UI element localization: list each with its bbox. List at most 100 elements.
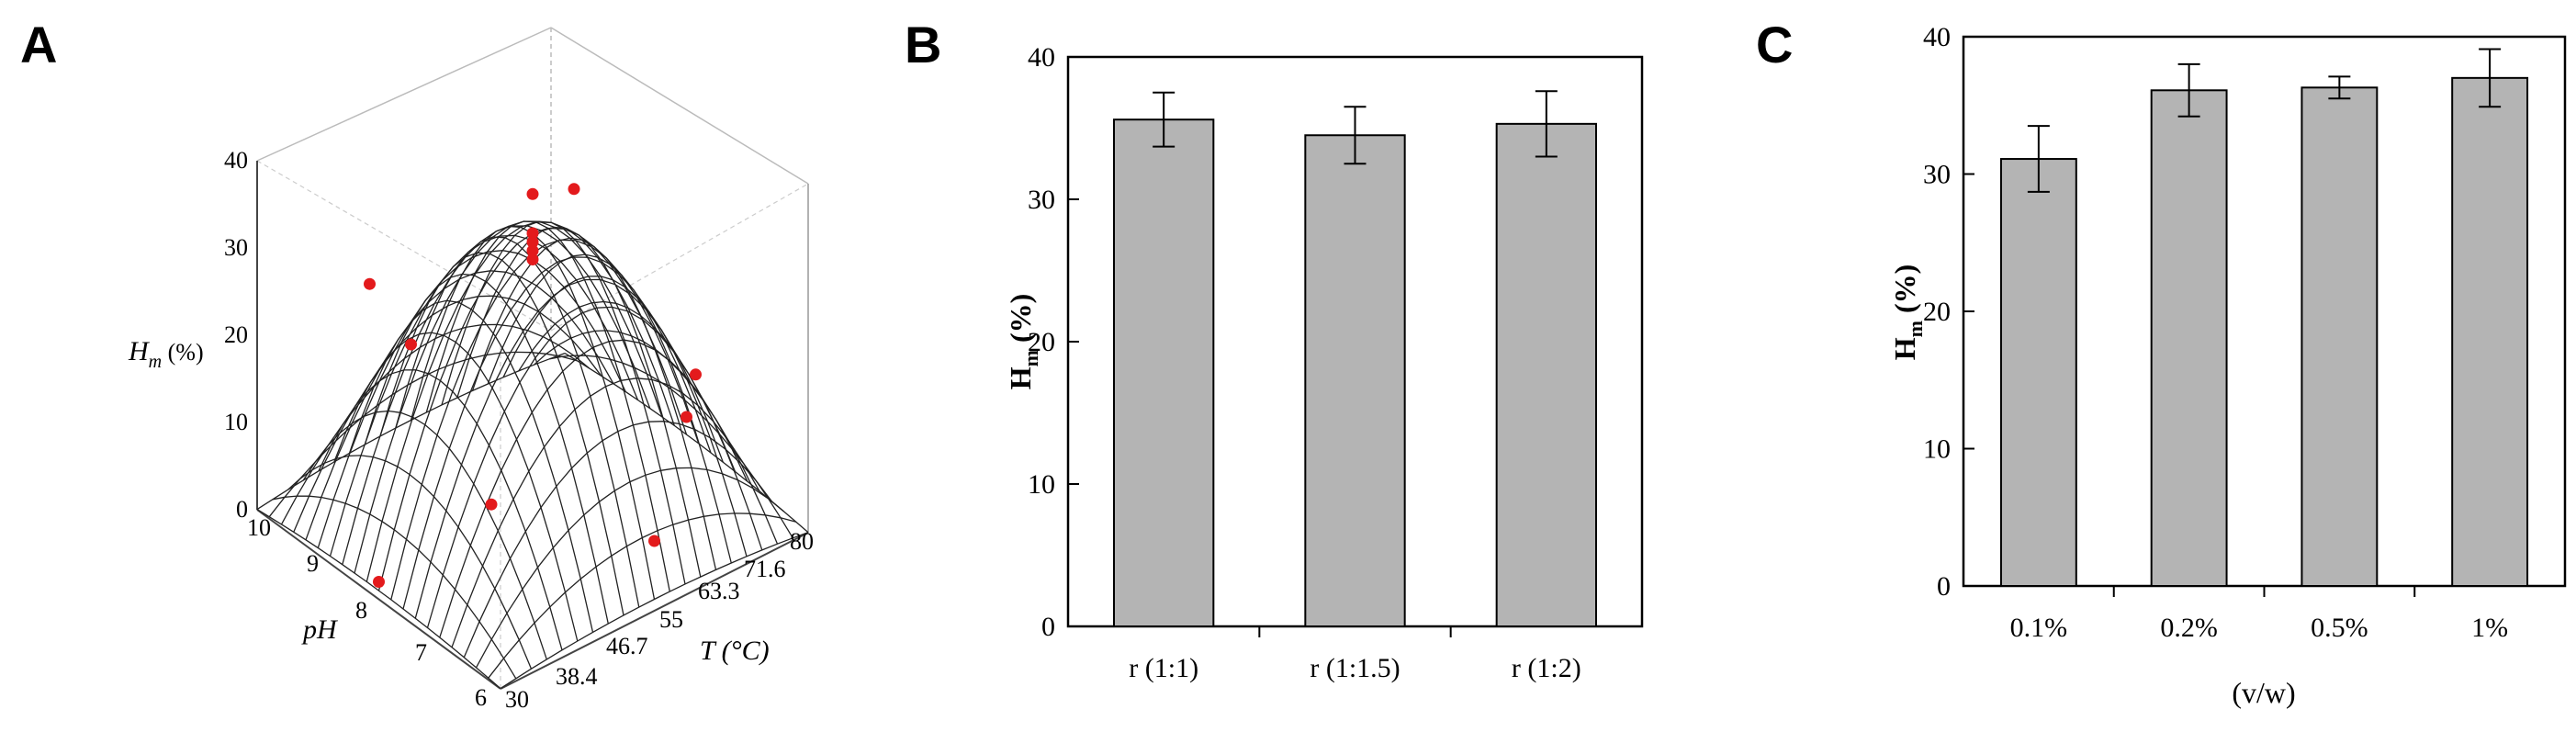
z-tick-label: 30 <box>224 234 248 261</box>
x-tick-label: r (1:1.5) <box>1310 653 1400 683</box>
mesh-line <box>502 276 748 557</box>
mesh-line <box>402 256 712 610</box>
t-tick-label: 46.7 <box>606 633 648 659</box>
y-axis-ticks: 0 10 20 30 40 <box>1028 42 1079 642</box>
mesh-line <box>293 295 602 533</box>
data-point <box>526 187 539 200</box>
mesh-line <box>439 339 748 638</box>
bar <box>2300 86 2379 587</box>
panel-c: C 0 10 20 30 40 0.1% 0.2% 0.5% 1% Hm (%) (v/w) <box>1756 16 2567 709</box>
y-axis-label: Hm (%) <box>1004 294 1042 390</box>
mesh-line <box>354 220 663 574</box>
x-tick-label: 0.2% <box>2160 613 2218 643</box>
mesh-line <box>500 531 809 690</box>
mesh-line <box>414 278 724 619</box>
t-axis-ticks: 30 38.4 46.7 55 63.3 71.6 80 <box>505 528 814 713</box>
bars <box>1113 118 1597 628</box>
box-frame <box>256 27 809 690</box>
x-axis-label: (v/w) <box>2232 676 2295 709</box>
z-tick-label: 10 <box>224 409 248 435</box>
data-point <box>526 236 539 248</box>
error-bars <box>1153 90 1558 165</box>
error-bar <box>1344 106 1367 165</box>
data-point <box>690 368 702 381</box>
data-point <box>405 338 417 351</box>
mesh-line <box>317 250 626 548</box>
mesh-line <box>280 323 590 525</box>
t-tick-label: 80 <box>790 528 814 555</box>
y-axis-label: Hm (%) <box>1888 265 1927 361</box>
y-tick-label: 0 <box>1041 612 1055 642</box>
ph-tick-label: 6 <box>475 684 487 711</box>
z-tick-label: 0 <box>236 496 248 523</box>
error-bar <box>1153 91 1176 148</box>
ph-axis-ticks: 10 9 8 7 6 <box>247 514 487 711</box>
x-tick-label: 1% <box>2471 613 2508 643</box>
mesh-line <box>564 353 809 534</box>
error-bar <box>2479 48 2502 108</box>
data-point <box>526 253 539 265</box>
y-tick-label: 40 <box>1923 22 1951 52</box>
bar <box>1999 158 2077 587</box>
ph-tick-label: 9 <box>307 550 319 577</box>
panel-b: B 0 10 20 30 40 r (1:1) r (1:1.5) r (1:2) Hm (… <box>905 16 1644 683</box>
panel-a: A 0 10 20 30 40 Hm (%) <box>20 16 814 713</box>
panel-label-c: C <box>1756 16 1793 73</box>
mesh-line <box>425 220 670 592</box>
x-tick-labels: r (1:1) r (1:1.5) r (1:2) <box>1129 626 1581 683</box>
y-tick-label: 10 <box>1923 434 1951 465</box>
mesh-line <box>475 467 784 669</box>
mesh-line <box>348 299 594 633</box>
x-tick-label: 0.5% <box>2311 613 2368 643</box>
mesh-line <box>441 220 686 585</box>
y-tick-label: 10 <box>1028 469 1055 500</box>
error-bars <box>2027 48 2502 193</box>
z-tick-label: 40 <box>224 147 248 174</box>
t-axis-label: T (°C) <box>700 636 770 666</box>
mesh-line <box>366 221 675 582</box>
ph-tick-label: 10 <box>247 514 271 541</box>
mesh-line <box>463 421 772 659</box>
mesh-line <box>305 270 614 541</box>
x-tick-label: r (1:1) <box>1129 653 1198 683</box>
t-tick-label: 30 <box>505 686 529 713</box>
data-point <box>568 183 580 196</box>
data-point <box>526 227 539 240</box>
error-bar <box>1535 90 1558 158</box>
mesh-line <box>518 300 763 551</box>
t-tick-label: 63.3 <box>698 578 740 604</box>
z-axis-ticks: 0 10 20 30 40 <box>224 147 248 523</box>
mesh-line <box>379 252 624 616</box>
data-point <box>485 498 498 511</box>
bar <box>2451 76 2529 588</box>
mesh-line <box>256 352 566 511</box>
t-tick-label: 55 <box>659 606 683 633</box>
data-point <box>681 411 692 423</box>
mesh-line <box>534 330 779 545</box>
data-point <box>648 535 660 547</box>
t-tick-label: 71.6 <box>744 556 786 582</box>
bar <box>2150 89 2228 588</box>
data-point <box>373 576 385 588</box>
bar <box>1495 122 1597 628</box>
mesh-line <box>364 273 609 625</box>
z-tick-label: 20 <box>224 321 248 348</box>
y-tick-label: 30 <box>1028 185 1055 215</box>
bars <box>1999 76 2529 588</box>
z-axis-label: Hm (%) <box>128 336 204 372</box>
y-tick-label: 0 <box>1937 571 1951 602</box>
t-tick-label: 38.4 <box>556 663 598 690</box>
data-point <box>364 277 376 290</box>
y-tick-label: 20 <box>1028 327 1055 357</box>
error-bar <box>2177 62 2200 118</box>
experimental-points <box>364 183 702 588</box>
error-bar <box>2328 75 2351 100</box>
mesh-line <box>451 377 760 648</box>
x-tick-label: r (1:2) <box>1512 653 1581 683</box>
mesh-line <box>390 239 700 601</box>
mesh-line <box>333 332 579 642</box>
mesh-line <box>488 512 796 679</box>
bar <box>1304 134 1406 627</box>
ph-tick-label: 8 <box>355 597 367 624</box>
